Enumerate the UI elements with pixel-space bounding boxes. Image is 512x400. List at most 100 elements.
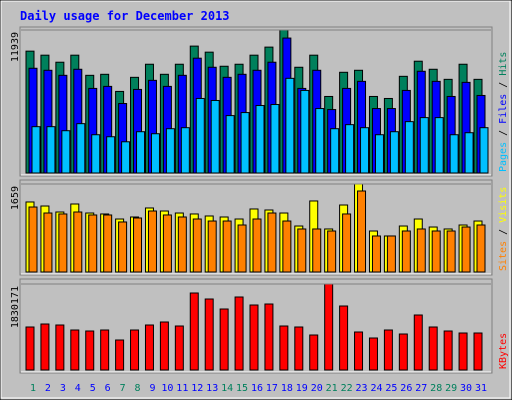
bar [309, 334, 319, 371]
bar [28, 206, 38, 273]
bar [255, 105, 265, 174]
bar [374, 134, 384, 174]
x-tick-label: 3 [60, 383, 66, 394]
bar [46, 126, 56, 174]
x-tick-label: 7 [120, 383, 126, 394]
bar [192, 218, 202, 273]
bar [428, 326, 438, 371]
bar [43, 212, 53, 273]
bar [195, 97, 205, 174]
x-tick-label: 20 [311, 383, 323, 394]
bar [416, 228, 426, 273]
bar [312, 228, 322, 273]
bar [294, 326, 304, 371]
bar [324, 283, 334, 371]
bar [207, 220, 217, 273]
bar [360, 127, 370, 174]
bar [147, 210, 157, 273]
bar [345, 124, 355, 174]
x-tick-label: 28 [430, 383, 442, 394]
bar [177, 216, 187, 273]
x-tick-label: 31 [475, 383, 487, 394]
bar [449, 134, 459, 174]
bar [165, 128, 175, 174]
x-tick-label: 15 [236, 383, 248, 394]
bar [103, 214, 113, 273]
x-tick-label: 30 [460, 383, 472, 394]
x-tick-label: 11 [176, 383, 188, 394]
bar [61, 130, 71, 174]
bar [237, 224, 247, 273]
bar [225, 115, 235, 174]
bar [85, 330, 95, 371]
chart-title: Daily usage for December 2013 [20, 9, 230, 23]
bar [434, 117, 444, 174]
y-tick-label: 11939 [10, 32, 21, 62]
bar [144, 324, 154, 371]
bar [461, 226, 471, 273]
x-tick-label: 23 [356, 383, 368, 394]
bar [76, 123, 86, 174]
x-tick-label: 22 [341, 383, 353, 394]
legend: Sites / Visits [498, 187, 509, 271]
bar [458, 332, 468, 371]
bar [315, 108, 325, 174]
x-tick-label: 16 [251, 383, 263, 394]
legend: KBytes [498, 333, 509, 369]
bar [204, 298, 214, 371]
x-tick-label: 24 [370, 383, 382, 394]
bar [219, 308, 229, 371]
x-tick-label: 27 [415, 383, 427, 394]
bar [342, 213, 352, 273]
bar [413, 314, 423, 371]
bar [279, 325, 289, 371]
x-tick-label: 2 [45, 383, 51, 394]
bar [404, 121, 414, 174]
bar [25, 326, 35, 371]
bar [327, 230, 337, 273]
bar [389, 131, 399, 174]
bar [368, 337, 378, 371]
bar [136, 131, 146, 174]
legend-separator: / [498, 76, 509, 94]
bar [300, 89, 310, 174]
bar [174, 325, 184, 371]
bar [252, 218, 262, 273]
bar [55, 324, 65, 371]
bar [419, 117, 429, 174]
bar [285, 77, 295, 174]
bar [476, 224, 486, 273]
bar [159, 321, 169, 371]
x-tick-label: 10 [161, 383, 173, 394]
bar [240, 112, 250, 174]
legend-entry: Visits [498, 187, 509, 223]
bar [371, 235, 381, 273]
bar [106, 136, 116, 174]
bar [130, 329, 140, 371]
x-tick-label: 14 [221, 383, 233, 394]
bar [115, 339, 125, 371]
x-tick-label: 21 [326, 383, 338, 394]
bar [40, 323, 50, 371]
bar [357, 190, 367, 273]
bar [222, 220, 232, 273]
bar [479, 127, 489, 174]
legend-entry: Files [498, 94, 509, 124]
x-tick-label: 9 [149, 383, 155, 394]
bar [210, 99, 220, 174]
bar [133, 217, 143, 273]
bar [249, 304, 259, 371]
bar [100, 329, 110, 371]
bar [267, 212, 277, 273]
x-tick-label: 5 [90, 383, 96, 394]
x-tick-label: 26 [400, 383, 412, 394]
legend-entry: Sites [498, 241, 509, 271]
x-tick-label: 12 [191, 383, 203, 394]
bar [431, 230, 441, 273]
bar [234, 296, 244, 371]
legend-separator: / [498, 124, 509, 142]
bar [150, 133, 160, 174]
x-tick-label: 13 [206, 383, 218, 394]
